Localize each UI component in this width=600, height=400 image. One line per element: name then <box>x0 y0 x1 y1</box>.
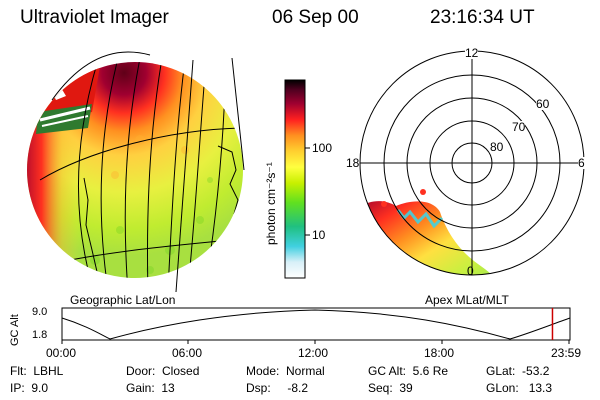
time-tick-1800: 18:00 <box>424 346 455 360</box>
sequence-status: Seq: 39 <box>368 381 413 395</box>
lat-ring-label-80: 80 <box>490 140 504 154</box>
altitude-tick-high: 9.0 <box>32 306 48 318</box>
time-tick-2359: 23:59 <box>551 346 582 360</box>
lat-ring-label-60: 60 <box>536 97 550 111</box>
dsp-status: Dsp: -8.2 <box>246 381 309 395</box>
time-tick-0600: 06:00 <box>172 346 203 360</box>
filter-status: Flt: LBHL <box>10 364 64 378</box>
colorbar-tick-10: 10 <box>312 228 326 242</box>
colorbar-unit-label: photon cm⁻²s⁻¹ <box>264 162 278 245</box>
mlt-label-18: 18 <box>346 156 360 170</box>
door-status: Door: Closed <box>126 364 200 378</box>
instrument-title: Ultraviolet Imager <box>20 7 169 28</box>
geographic-image <box>27 51 245 293</box>
geographic-caption: Geographic Lat/Lon <box>70 293 176 307</box>
lat-ring-label-70: 70 <box>512 120 526 134</box>
date-label: 06 Sep 00 <box>272 7 359 28</box>
mlt-label-12: 12 <box>465 46 479 60</box>
mlt-label-0: 0 <box>467 264 474 278</box>
gc-alt-status: GC Alt: 5.6 Re <box>368 364 449 378</box>
altitude-strip-chart <box>61 307 571 344</box>
intensity-colorbar <box>284 79 310 279</box>
gain-status: Gain: 13 <box>126 381 175 395</box>
altitude-tick-low: 1.8 <box>32 329 48 341</box>
time-tick-1200: 12:00 <box>298 346 329 360</box>
ip-status: IP: 9.0 <box>10 381 49 395</box>
glat-status: GLat: -53.2 <box>486 364 550 378</box>
apex-caption: Apex MLat/MLT <box>425 293 509 307</box>
polar-mlat-mlt-plot <box>359 50 585 276</box>
mode-status: Mode: Normal <box>246 364 325 378</box>
altitude-axis-label: GC Alt <box>9 314 21 346</box>
colorbar-tick-100: 100 <box>312 141 333 155</box>
mlt-label-6: 6 <box>578 156 585 170</box>
time-tick-0000: 00:00 <box>46 346 77 360</box>
glon-status: GLon: 13.3 <box>486 381 553 395</box>
time-label: 23:16:34 UT <box>430 7 535 28</box>
